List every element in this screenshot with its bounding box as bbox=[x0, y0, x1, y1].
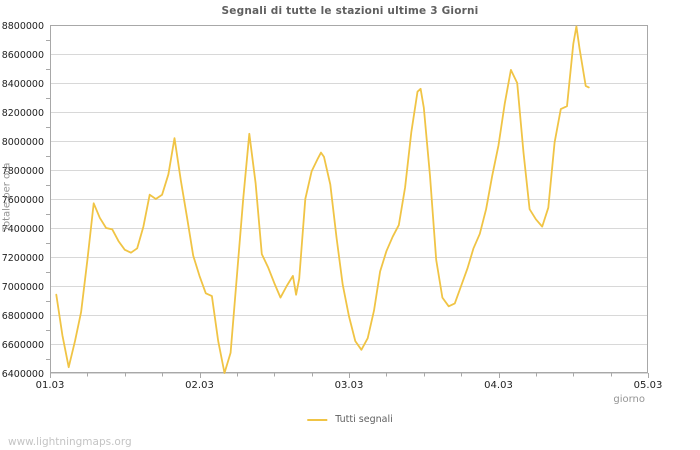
plot-border bbox=[50, 25, 648, 373]
y-tick-label: 7400000 bbox=[2, 224, 44, 235]
y-tick-label: 8000000 bbox=[2, 137, 44, 148]
y-tick-label: 6600000 bbox=[2, 340, 44, 351]
y-tick-label: 7200000 bbox=[2, 253, 44, 264]
y-tick-label: 8400000 bbox=[2, 79, 44, 90]
y-tick-label: 7000000 bbox=[2, 282, 44, 293]
signal-line bbox=[55, 25, 590, 374]
x-tick-label: 03.03 bbox=[335, 380, 364, 391]
y-axis-title: Totale per ora bbox=[1, 162, 13, 232]
chart-title: Segnali di tutte le stazioni ultime 3 Gi… bbox=[221, 5, 479, 17]
y-tick-label: 7600000 bbox=[2, 195, 44, 206]
y-tick-label: 8800000 bbox=[2, 21, 44, 32]
legend: Tutti segnali bbox=[307, 414, 393, 425]
x-tick-label: 01.03 bbox=[36, 380, 65, 391]
x-axis-title: giorno bbox=[613, 394, 645, 405]
y-tick-label: 6800000 bbox=[2, 311, 44, 322]
x-tick-label: 05.03 bbox=[634, 380, 663, 391]
watermark: www.lightningmaps.org bbox=[8, 436, 132, 448]
y-tick-label: 6400000 bbox=[2, 369, 44, 380]
y-tick-label: 7800000 bbox=[2, 166, 44, 177]
legend-label: Tutti segnali bbox=[335, 414, 393, 425]
legend-line-swatch bbox=[307, 418, 328, 421]
y-tick-label: 8600000 bbox=[2, 50, 44, 61]
y-tick-label: 8200000 bbox=[2, 108, 44, 119]
x-tick-label: 02.03 bbox=[185, 380, 214, 391]
x-tick-label: 04.03 bbox=[484, 380, 513, 391]
